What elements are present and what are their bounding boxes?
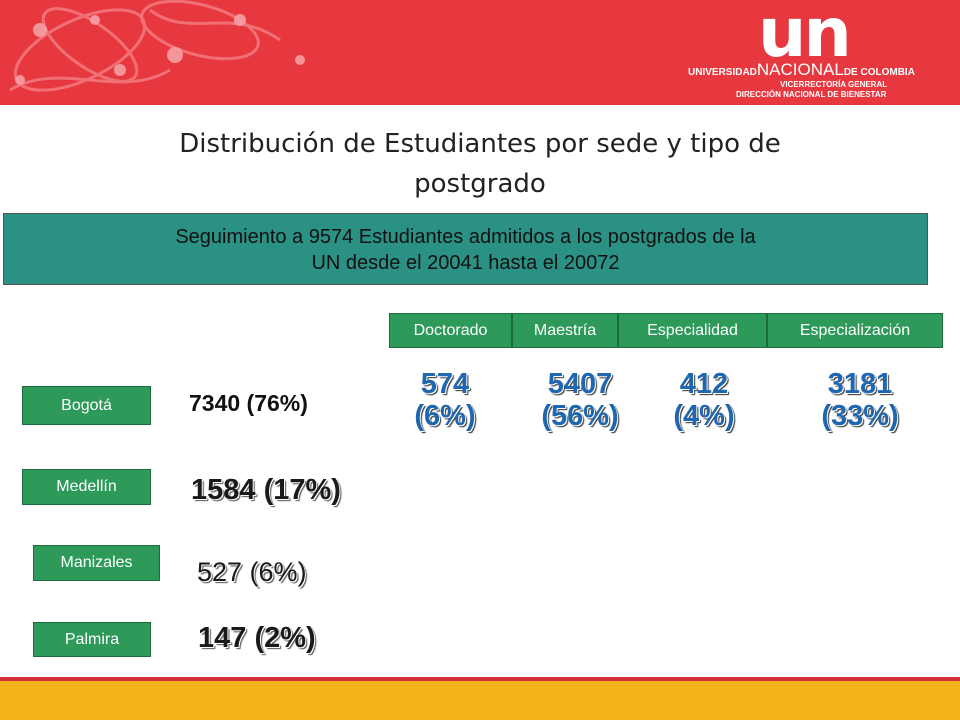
campus-label-medellin: Medellín xyxy=(22,469,151,505)
header-especialidad: Especialidad xyxy=(618,313,767,348)
stat-especializacion: 3181 (33%) xyxy=(800,368,920,432)
logo-un-mark: un xyxy=(758,0,852,73)
stat-doctorado-percent: (6%) xyxy=(414,400,476,432)
stat-especializacion-percent: (33%) xyxy=(821,400,899,432)
molecule-decoration xyxy=(9,0,305,92)
footer-band xyxy=(0,677,960,720)
stat-especializacion-count: 3181 xyxy=(827,368,893,400)
campus-label-manizales: Manizales xyxy=(33,545,160,581)
subtitle-line-1: Seguimiento a 9574 Estudiantes admitidos… xyxy=(175,226,756,248)
logo-suffix: DE COLOMBIA xyxy=(843,67,915,78)
stat-especialidad-count: 412 xyxy=(679,368,729,400)
stat-especialidad: 412 (4%) xyxy=(654,368,754,432)
stat-maestria-count: 5407 xyxy=(547,368,613,400)
logo-prefix: UNIVERSIDAD xyxy=(688,67,757,78)
stat-especialidad-percent: (4%) xyxy=(673,400,735,432)
campus-value-medellin: 1584 (17%) xyxy=(191,474,341,506)
campus-value-palmira: 147 (2%) xyxy=(198,622,316,654)
campus-label-bogota: Bogotá xyxy=(22,386,151,425)
logo-direccion: DIRECCIÓN NACIONAL DE BIENESTAR xyxy=(736,90,887,99)
subtitle-line-2: UN desde el 20041 hasta el 20072 xyxy=(311,252,620,274)
campus-value-manizales: 527 (6%) xyxy=(197,557,307,587)
stat-maestria-percent: (56%) xyxy=(541,400,619,432)
page-title: Distribución de Estudiantes por sede y t… xyxy=(179,129,781,199)
program-type-headers: Doctorado Maestría Especialidad Especial… xyxy=(389,313,943,348)
stat-doctorado: 574 (6%) xyxy=(395,368,495,432)
stat-maestria: 5407 (56%) xyxy=(525,368,635,432)
header-maestria: Maestría xyxy=(512,313,618,348)
header-doctorado: Doctorado xyxy=(389,313,512,348)
campus-label-palmira: Palmira xyxy=(33,622,151,657)
logo-vicerrectoria: VICERRECTORÍA GENERAL xyxy=(780,80,888,89)
header-banner: un UNIVERSIDADNACIONALDE COLOMBIA VICERR… xyxy=(0,0,960,105)
subtitle-box: Seguimiento a 9574 Estudiantes admitidos… xyxy=(3,213,928,285)
stat-doctorado-count: 574 xyxy=(420,368,470,400)
header-especializacion: Especialización xyxy=(767,313,943,348)
logo-name: NACIONAL xyxy=(756,60,844,79)
logo-university-name: UNIVERSIDADNACIONALDE COLOMBIA xyxy=(688,60,950,80)
university-logo: un UNIVERSIDADNACIONALDE COLOMBIA VICERR… xyxy=(688,0,950,100)
campus-value-bogota: 7340 (76%) xyxy=(189,390,308,416)
